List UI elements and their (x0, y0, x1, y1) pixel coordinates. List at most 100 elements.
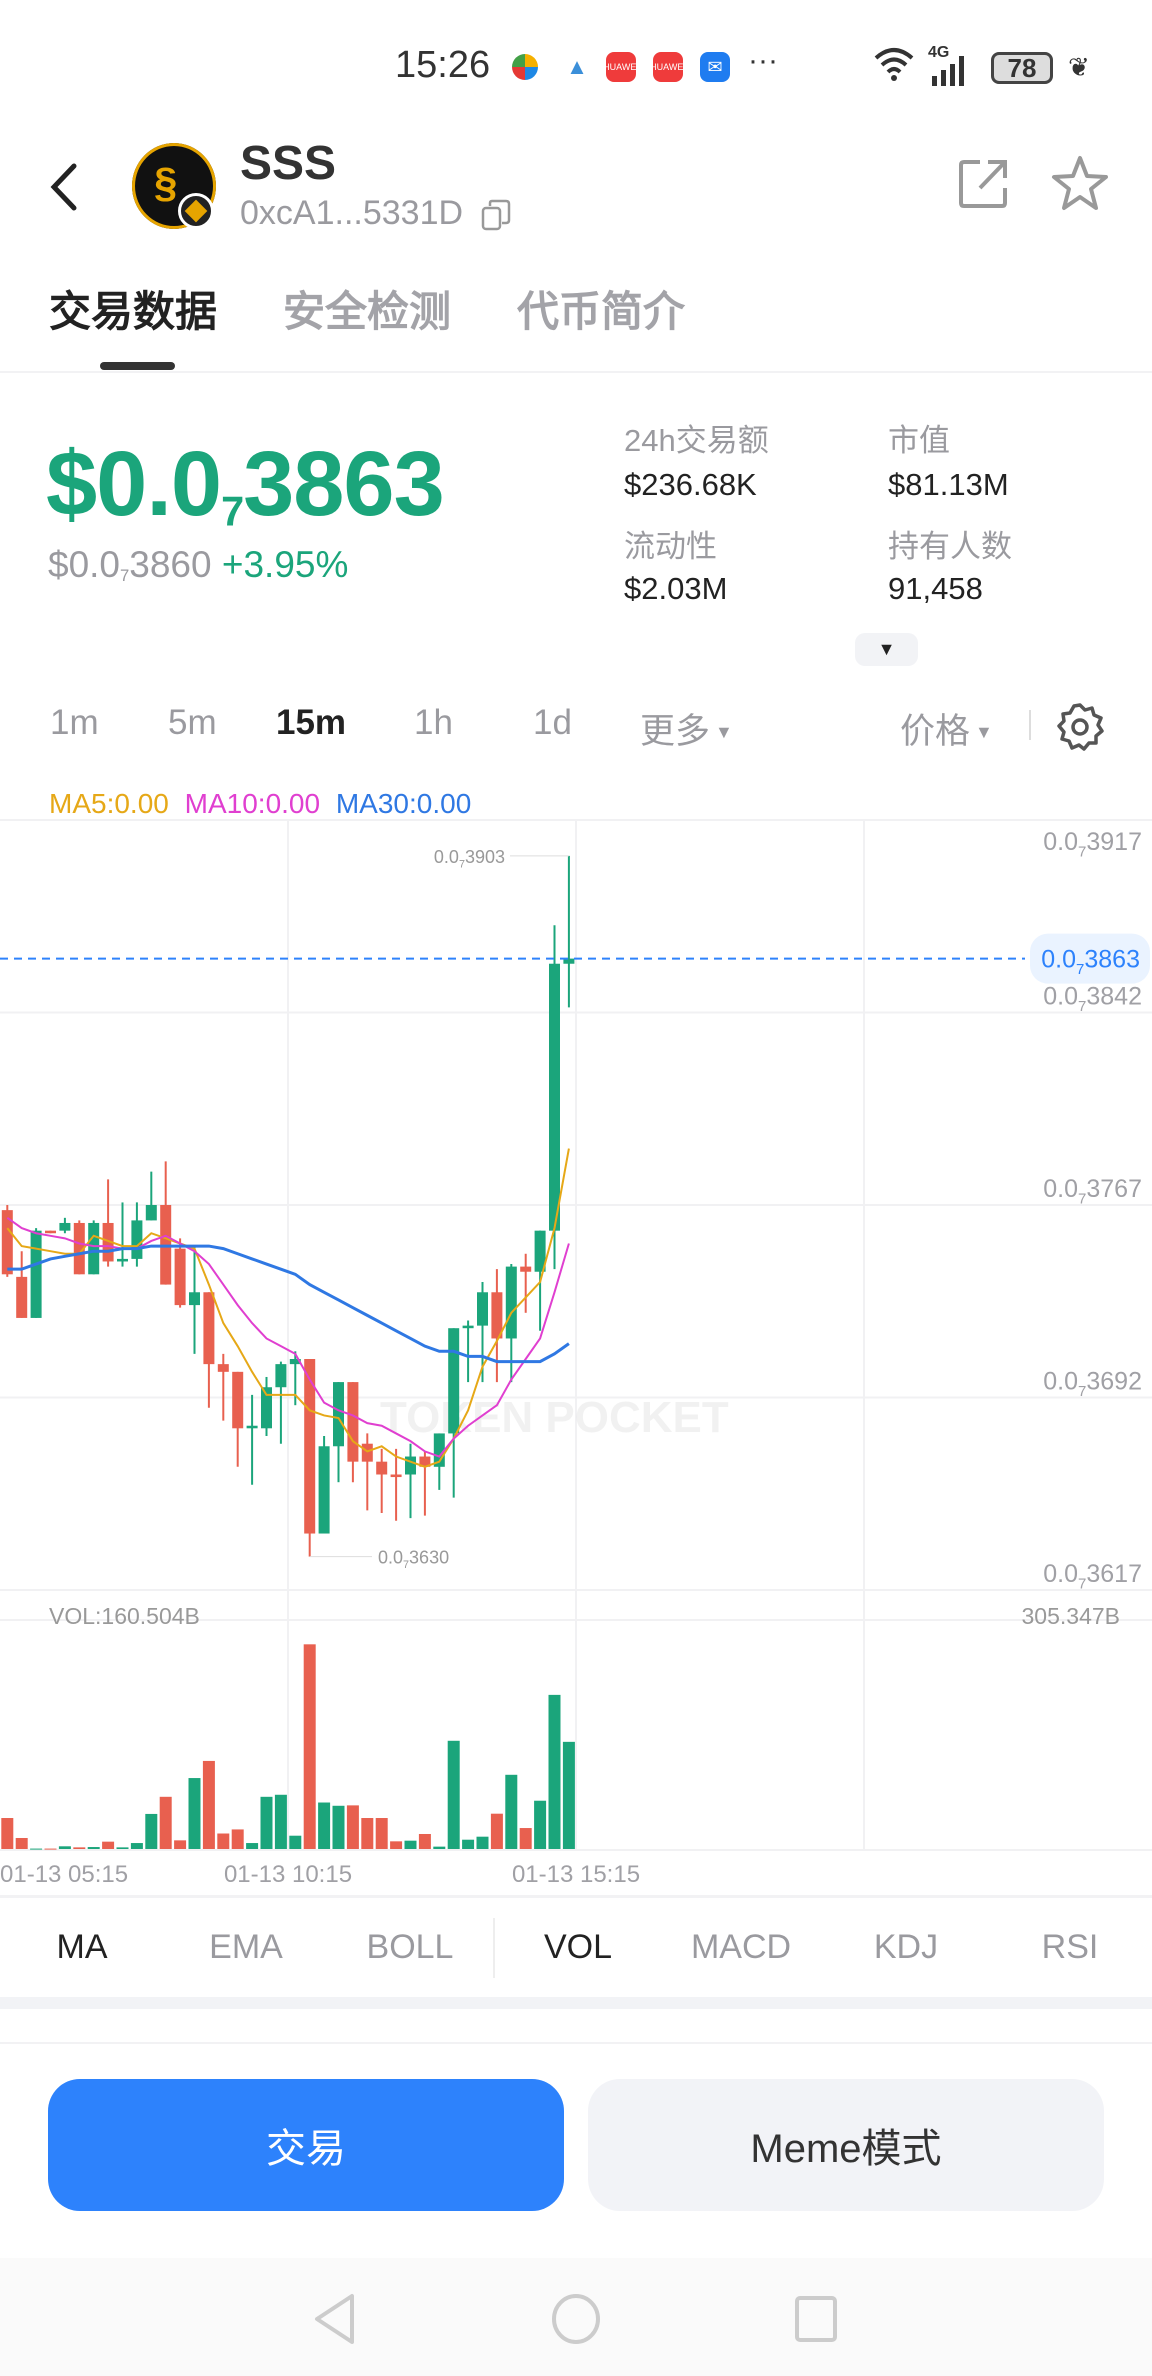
volume-bar (303, 1644, 316, 1849)
volume-bar (274, 1794, 287, 1849)
y-axis-tick-label: 0.073767 (1043, 1175, 1142, 1207)
token-logo-glyph: § (154, 159, 178, 206)
volume-bar (447, 1740, 460, 1849)
volume-bar (505, 1774, 518, 1849)
ref-price: $0.073860 (48, 544, 212, 586)
volume-bar (289, 1835, 302, 1849)
candle-body (1, 1210, 13, 1275)
stat-value-liquidity: $2.03M (624, 571, 728, 606)
volume-bar (174, 1840, 187, 1849)
volume-bar (73, 1847, 86, 1849)
candle-body (405, 1456, 416, 1475)
volume-bar (260, 1796, 273, 1849)
y-axis-tick-label: 0.073617 (1043, 1560, 1142, 1592)
volume-bar (534, 1800, 547, 1849)
volume-bar (58, 1846, 71, 1849)
volume-bar (217, 1833, 230, 1849)
price-mode-dropdown[interactable]: 价格 ▼ (900, 703, 993, 754)
price-prefix: $0.0 (46, 433, 222, 535)
volume-bar (202, 1760, 215, 1849)
indicator-macd[interactable]: MACD (690, 1928, 792, 1966)
volume-bar (30, 1848, 43, 1850)
trade-button[interactable]: 交易 (48, 2079, 564, 2211)
system-nav-bar (0, 2258, 1152, 2376)
candlestick-chart[interactable]: 0.073917 0.073842 0.073767 0.073692 0.073617… (0, 0, 1152, 1900)
stat-value-market-cap: $81.13M (888, 467, 1009, 502)
volume-bar (404, 1840, 417, 1849)
candle-body (361, 1443, 373, 1462)
interval-1m[interactable]: 1m (50, 703, 99, 742)
nav-home-icon[interactable] (551, 2293, 601, 2345)
expand-stats-button[interactable]: ▼ (855, 633, 918, 666)
price-reference: $0.073860 +3.95% (48, 544, 348, 586)
candle-body (433, 1433, 445, 1467)
candle-body (563, 958, 575, 964)
watermark-logo: TOKEN POCKET (380, 1393, 729, 1442)
stat-label-liquidity: 流动性 (624, 529, 717, 564)
action-divider (0, 2042, 1152, 2044)
interval-1d[interactable]: 1d (533, 703, 572, 742)
indicator-ma[interactable]: MA (56, 1928, 108, 1966)
high-price-label: 0.073903 (434, 847, 505, 871)
gear-icon (1057, 703, 1104, 751)
copy-address-button[interactable] (481, 199, 511, 231)
chevron-left-icon (50, 163, 77, 211)
token-name: SSS (240, 137, 337, 190)
indicator-kdj[interactable]: KDJ (873, 1928, 939, 1966)
huawei-appgallery-icon: HUAWEI (650, 52, 686, 82)
volume-bar (361, 1818, 374, 1849)
bnb-chain-badge-icon (178, 193, 214, 229)
nav-recents-icon[interactable] (794, 2295, 838, 2343)
tab-security-check[interactable]: 安全检测 (283, 288, 452, 335)
interval-15m[interactable]: 15m (276, 703, 347, 742)
volume-bar (87, 1847, 100, 1849)
candle-body (318, 1446, 330, 1534)
interval-1h[interactable]: 1h (414, 703, 453, 742)
volume-bar (375, 1818, 388, 1849)
tab-token-intro[interactable]: 代币简介 (517, 288, 686, 335)
candle-body (462, 1325, 474, 1329)
meme-mode-button[interactable]: Meme模式 (588, 2079, 1104, 2211)
interval-more-dropdown[interactable]: 更多 ▼ (640, 703, 733, 754)
indicator-rsi[interactable]: RSI (1041, 1928, 1099, 1966)
power-saving-leaf-icon: ❦ (1068, 52, 1090, 82)
candle-body (520, 1266, 532, 1272)
candle-body (505, 1266, 517, 1339)
back-button[interactable] (44, 160, 88, 214)
multicolor-app-icon (512, 54, 538, 80)
signal-icon (930, 50, 974, 91)
chart-settings-button[interactable] (1055, 702, 1105, 752)
candle-body (232, 1371, 244, 1429)
candle-body (45, 1230, 56, 1234)
candle-body (16, 1276, 28, 1318)
volume-bar (145, 1813, 158, 1849)
indicator-separator (493, 1918, 495, 1978)
share-button[interactable] (958, 158, 1010, 210)
current-price: $0.073863 (46, 432, 445, 537)
interval-5m[interactable]: 5m (168, 703, 217, 742)
candle-body (390, 1474, 402, 1478)
volume-bar (318, 1802, 331, 1849)
volume-bar (231, 1829, 244, 1849)
indicator-vol[interactable]: VOL (543, 1928, 613, 1966)
favorite-button[interactable] (1050, 154, 1110, 214)
section-gap (0, 1997, 1152, 2009)
ma10-line (6, 1217, 570, 1458)
current-price-label: 0.073863 (1041, 946, 1140, 978)
candle-body (59, 1222, 71, 1231)
candle-body (246, 1425, 258, 1429)
candle-body (145, 1205, 157, 1221)
mail-icon: ✉ (700, 52, 730, 82)
candle-body (117, 1258, 128, 1262)
volume-bar (44, 1848, 57, 1850)
volume-bar (346, 1805, 359, 1849)
caret-down-icon: ▼ (877, 639, 896, 659)
volume-bar (390, 1841, 403, 1849)
indicator-ema[interactable]: EMA (209, 1928, 283, 1966)
stat-label-volume-24h: 24h交易额 (624, 423, 769, 458)
x-axis-tick-label: 01-13 15:15 (512, 1861, 640, 1888)
indicator-boll[interactable]: BOLL (366, 1928, 454, 1966)
price-mode-label: 价格 (900, 712, 971, 751)
tab-trading-data[interactable]: 交易数据 (49, 288, 218, 335)
nav-back-icon[interactable] (312, 2293, 358, 2345)
